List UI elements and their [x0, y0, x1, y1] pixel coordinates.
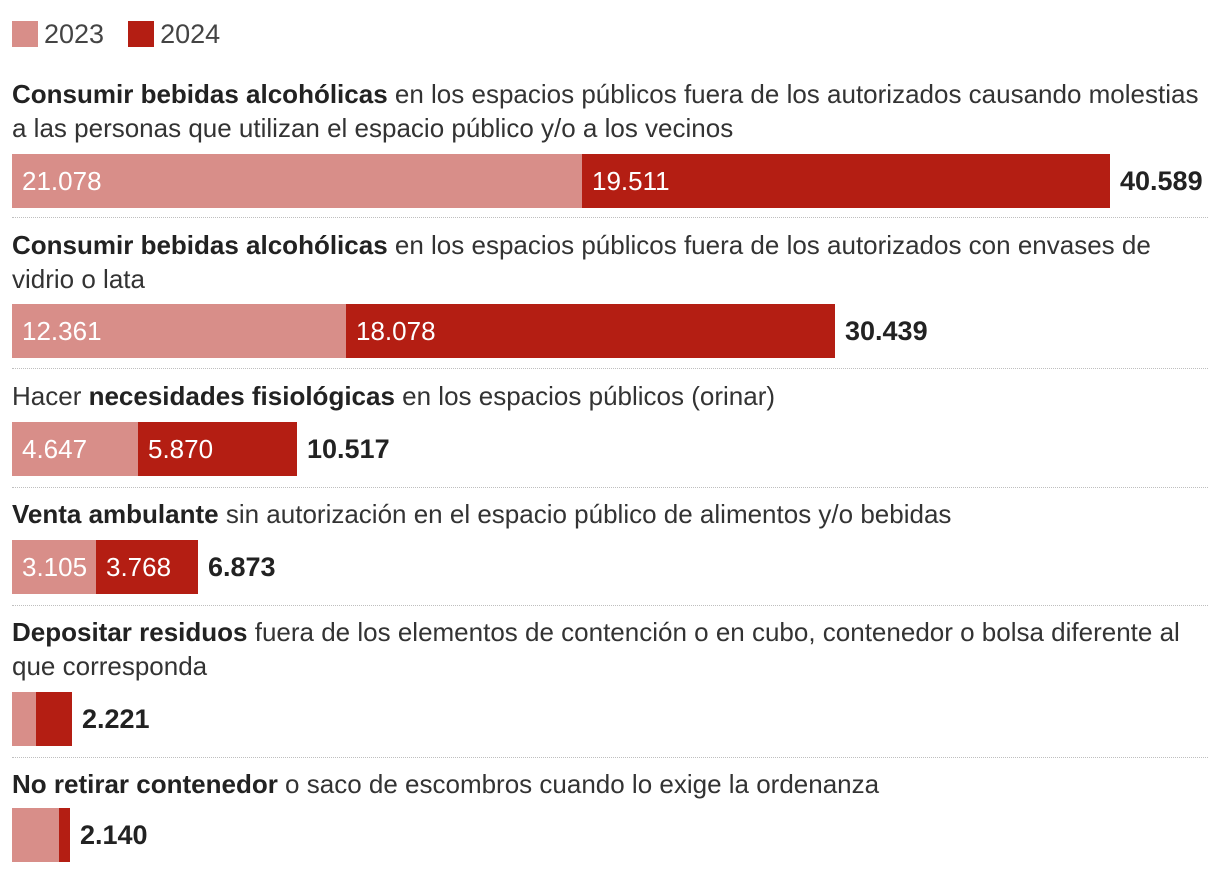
bar-2024-value: 5.870	[148, 433, 214, 464]
row-label-rest: en los espacios públicos fuera de los au…	[12, 230, 1151, 294]
row-divider	[12, 605, 1208, 606]
bar-2024-value: 3.768	[106, 551, 172, 582]
row-label: Depositar residuos fuera de los elemento…	[12, 615, 1208, 687]
row-label-rest: en los espacios públicos fuera de los au…	[12, 79, 1199, 143]
bar-total: 40.589	[1120, 166, 1203, 196]
legend-item-2023: 2023	[12, 19, 104, 50]
legend-item-2024: 2024	[128, 19, 220, 50]
row-label: Hacer necesidades fisiológicas en los es…	[12, 379, 1208, 415]
bar-2024: 5.870	[138, 422, 297, 476]
bar-2024-value: 18.078	[356, 315, 436, 346]
chart-row-5: Depositar residuos fuera de los elemento…	[12, 615, 1208, 746]
bar-2023-value: 12.361	[22, 315, 102, 346]
bar-line: 21.078 19.511 40.589	[12, 154, 1208, 208]
row-label-bold: necesidades fisiológicas	[88, 381, 395, 411]
bar-2023: 12.361	[12, 304, 346, 358]
row-divider	[12, 487, 1208, 488]
row-label-rest: fuera de los elementos de contención o e…	[12, 617, 1180, 681]
bar-line: 2.221	[12, 692, 1208, 746]
row-label-bold: Consumir bebidas alcohólicas	[12, 230, 388, 260]
row-divider	[12, 217, 1208, 218]
bar-total: 2.221	[82, 704, 150, 734]
bar-line: 2.140	[12, 808, 1208, 862]
bar-2023	[12, 808, 59, 862]
bar-2024	[36, 692, 72, 746]
bar-2023-value: 21.078	[22, 165, 102, 196]
row-label: Venta ambulante sin autorización en el e…	[12, 497, 1208, 533]
row-label-bold: Consumir bebidas alcohólicas	[12, 79, 388, 109]
row-label: No retirar contenedor o saco de escombro…	[12, 767, 1208, 803]
row-label: Consumir bebidas alcohólicas en los espa…	[12, 77, 1208, 149]
row-label-rest: sin autorización en el espacio público d…	[218, 499, 952, 529]
bar-2023: 21.078	[12, 154, 582, 208]
row-divider	[12, 757, 1208, 758]
bar-2024: 3.768	[96, 540, 198, 594]
bar-2024: 19.511	[582, 154, 1110, 208]
chart-row-2: Consumir bebidas alcohólicas en los espa…	[12, 228, 1208, 358]
bar-line: 12.361 18.078 30.439	[12, 304, 1208, 358]
bar-line: 4.647 5.870 10.517	[12, 422, 1208, 476]
legend-swatch-2023	[12, 21, 38, 47]
chart-legend: 2023 2024	[12, 19, 244, 49]
chart-row-4: Venta ambulante sin autorización en el e…	[12, 497, 1208, 594]
legend-label-2023: 2023	[44, 18, 105, 49]
bar-total: 2.140	[80, 820, 148, 850]
row-label-rest: o saco de escombros cuando lo exige la o…	[277, 769, 880, 799]
legend-swatch-2024	[128, 21, 155, 47]
bar-line: 3.105 3.768 6.873	[12, 540, 1208, 594]
row-divider	[12, 368, 1208, 369]
row-label-bold: Depositar residuos	[12, 617, 248, 647]
bar-2023: 3.105	[12, 540, 96, 594]
row-label-rest: en los espacios públicos (orinar)	[394, 381, 776, 411]
row-label-bold: No retirar contenedor	[12, 769, 278, 799]
bar-2023-value: 3.105	[22, 551, 88, 582]
chart-row-3: Hacer necesidades fisiológicas en los es…	[12, 379, 1208, 476]
bar-2024	[59, 808, 70, 862]
bar-2023: 4.647	[12, 422, 138, 476]
row-label-pre: Hacer	[12, 381, 89, 411]
bar-2024: 18.078	[346, 304, 835, 358]
bar-total: 30.439	[845, 316, 928, 346]
bar-2024-value: 19.511	[592, 165, 670, 196]
row-label: Consumir bebidas alcohólicas en los espa…	[12, 228, 1208, 298]
row-label-bold: Venta ambulante	[12, 499, 219, 529]
chart-row-1: Consumir bebidas alcohólicas en los espa…	[12, 77, 1208, 208]
bar-2023	[12, 692, 36, 746]
chart-row-6: No retirar contenedor o saco de escombro…	[12, 767, 1208, 862]
bar-2023-value: 4.647	[22, 433, 88, 464]
bar-total: 10.517	[307, 434, 390, 464]
bar-total: 6.873	[208, 552, 276, 582]
legend-label-2024: 2024	[160, 18, 221, 49]
